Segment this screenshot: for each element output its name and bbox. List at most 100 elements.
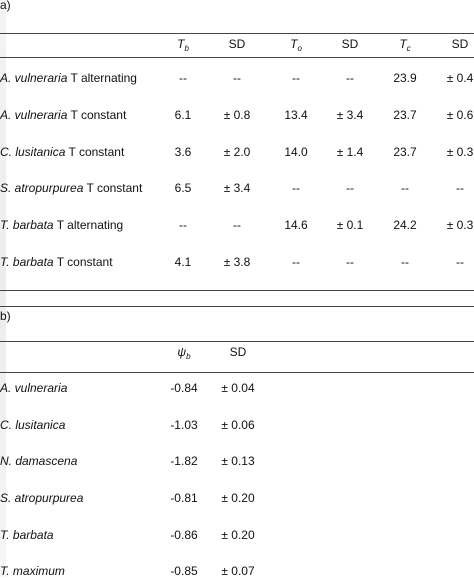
table-cell: 14.6 (284, 218, 308, 232)
species-treatment-label: A. vulneraria T constant (0, 108, 126, 122)
header-subscript: o (297, 44, 302, 53)
header-symbol: T (399, 37, 407, 51)
species-name: S. atropurpurea (0, 491, 84, 505)
table-cell: ± 3.8 (223, 255, 251, 269)
table-cell: -- (401, 181, 409, 195)
table-cell: -- (346, 71, 354, 85)
species-treatment-label: A. vulneraria T alternating (0, 71, 137, 85)
table-cell: ± 0.6 (446, 108, 474, 122)
panel-a-top-rule (0, 33, 474, 34)
species-name: A. vulneraria (0, 71, 68, 85)
column-header: To (266, 37, 326, 56)
panel-b-label: b) (0, 309, 11, 323)
table-cell: -- (401, 255, 409, 269)
panel-a-bottom-rule (0, 290, 474, 291)
table-cell: ± 0.1 (336, 218, 364, 232)
table-cell: -- (233, 71, 241, 85)
table-cell: 24.2 (393, 218, 417, 232)
treatment-label: T alternating (67, 71, 137, 85)
edge-watermark-strip (0, 0, 6, 577)
table-cell: ± 0.13 (221, 454, 255, 468)
panel-a-label: a) (0, 0, 11, 12)
table-cell: 14.0 (284, 145, 308, 159)
treatment-label: T constant (67, 108, 127, 122)
table-cell: ± 0.20 (221, 491, 255, 505)
species-label: T. barbata (0, 528, 54, 542)
table-cell: 23.7 (393, 108, 417, 122)
header-symbol: T (177, 37, 185, 51)
panel-b-header-rule (0, 372, 474, 373)
table-cell: -1.82 (170, 454, 198, 468)
table-cell: -- (456, 181, 464, 195)
header-symbol: ψ (177, 345, 187, 359)
column-header: Tc (375, 37, 435, 56)
table-cell: -0.84 (170, 381, 198, 395)
header-subscript: b (184, 44, 189, 53)
species-label: T. maximum (0, 564, 65, 578)
table-cell: -- (346, 181, 354, 195)
panel-a-header-rule (0, 57, 474, 58)
table-cell: 13.4 (284, 108, 308, 122)
species-treatment-label: S. atropurpurea T constant (0, 181, 142, 195)
species-name: T. maximum (0, 564, 65, 578)
column-header: Tb (153, 37, 213, 56)
table-cell: 23.7 (393, 145, 417, 159)
header-subscript: c (406, 44, 411, 53)
column-header: SD (228, 37, 246, 51)
panel-b-top-rule (0, 306, 474, 307)
table-cell: -0.86 (170, 528, 198, 542)
column-header: SD (229, 345, 247, 359)
table-cell: ± 3.4 (336, 108, 364, 122)
table-cell: ± 1.4 (336, 145, 364, 159)
table-cell: 23.9 (393, 71, 417, 85)
species-treatment-label: C. lusitanica T constant (0, 145, 124, 159)
table-cell: -- (233, 218, 241, 232)
column-header: SD (341, 37, 359, 51)
column-header: ψb (154, 345, 214, 364)
table-cell: -0.81 (170, 491, 198, 505)
species-name: T. barbata (0, 528, 54, 542)
species-name: T. barbata (0, 218, 54, 232)
table-cell: ± 0.07 (221, 564, 255, 578)
table-cell: -- (179, 71, 187, 85)
table-cell: ± 0.3 (446, 145, 474, 159)
header-subscript: b (186, 352, 191, 361)
table-cell: -- (179, 218, 187, 232)
species-name: S. atropurpurea (0, 181, 84, 195)
table-cell: ± 0.06 (221, 418, 255, 432)
table-cell: -- (346, 255, 354, 269)
table-cell: 4.1 (174, 255, 192, 269)
panel-b-header-rule-upper (0, 341, 474, 342)
species-treatment-label: T. barbata T alternating (0, 218, 123, 232)
table-cell: -- (456, 255, 464, 269)
table-cell: ± 0.04 (221, 381, 255, 395)
table-cell: ± 0.3 (446, 218, 474, 232)
species-treatment-label: T. barbata T constant (0, 255, 113, 269)
treatment-label: T alternating (53, 218, 124, 232)
species-label: C. lusitanica (0, 418, 65, 432)
species-name: A. vulneraria (0, 108, 68, 122)
species-name: C. lusitanica (0, 418, 66, 432)
species-name: N. damascena (0, 454, 78, 468)
table-cell: 6.5 (174, 181, 192, 195)
table-cell: ± 3.4 (223, 181, 251, 195)
species-name: C. lusitanica (0, 145, 66, 159)
table-cell: 6.1 (174, 108, 192, 122)
treatment-label: T constant (53, 255, 113, 269)
header-symbol: T (290, 37, 298, 51)
table-cell: -1.03 (170, 418, 198, 432)
table-cell: ± 2.0 (223, 145, 251, 159)
table-cell: ± 0.4 (446, 71, 474, 85)
table-cell: -- (292, 71, 300, 85)
species-label: A. vulneraria (0, 381, 67, 395)
column-header: SD (451, 37, 469, 51)
table-cell: ± 0.8 (223, 108, 251, 122)
treatment-label: T constant (83, 181, 143, 195)
table-cell: -- (292, 255, 300, 269)
species-name: T. barbata (0, 255, 54, 269)
treatment-label: T constant (65, 145, 125, 159)
table-cell: 3.6 (174, 145, 192, 159)
species-name: A. vulneraria (0, 381, 68, 395)
species-label: N. damascena (0, 454, 77, 468)
table-cell: -- (292, 181, 300, 195)
